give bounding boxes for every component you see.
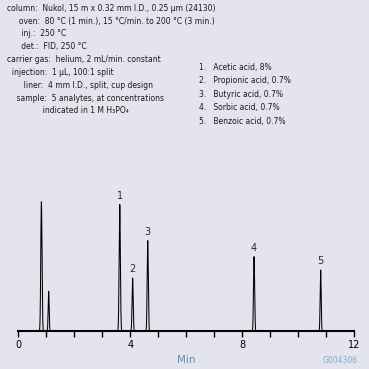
Text: column:  Nukol, 15 m x 0.32 mm I.D., 0.25 μm (24130)
     oven:  80 °C (1 min.),: column: Nukol, 15 m x 0.32 mm I.D., 0.25… [7,4,216,115]
Text: 1.   Acetic acid, 8%
2.   Propionic acid, 0.7%
3.   Butyric acid, 0.7%
4.   Sorb: 1. Acetic acid, 8% 2. Propionic acid, 0.… [199,63,291,126]
Text: 5: 5 [318,256,324,266]
X-axis label: Min: Min [177,355,196,365]
Text: 2: 2 [130,264,136,274]
Text: 3: 3 [145,227,151,237]
Text: 1: 1 [117,190,123,200]
Text: 4: 4 [251,243,257,253]
Text: G004306: G004306 [323,356,358,365]
